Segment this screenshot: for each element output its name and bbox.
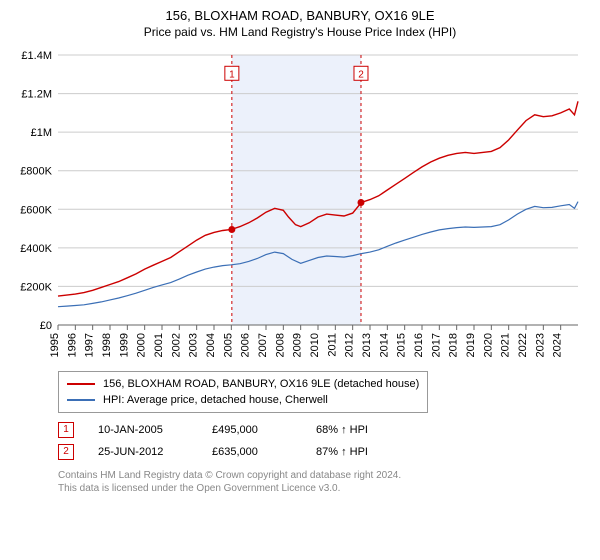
svg-text:2024: 2024 [552, 333, 564, 357]
svg-text:2011: 2011 [326, 333, 338, 357]
transaction-date: 25-JUN-2012 [98, 441, 188, 463]
transaction-pct: 87% ↑ HPI [316, 441, 368, 463]
svg-text:1996: 1996 [66, 333, 78, 357]
legend-label: 156, BLOXHAM ROAD, BANBURY, OX16 9LE (de… [103, 376, 419, 392]
svg-text:£800K: £800K [20, 166, 52, 178]
svg-text:2023: 2023 [534, 333, 546, 357]
attribution-line: This data is licensed under the Open Gov… [58, 482, 590, 495]
transaction-price: £635,000 [212, 441, 292, 463]
svg-text:2: 2 [358, 69, 364, 80]
transaction-row: 1 10-JAN-2005 £495,000 68% ↑ HPI [58, 419, 590, 441]
svg-text:2000: 2000 [136, 333, 148, 357]
svg-text:£1M: £1M [31, 127, 52, 139]
svg-text:2012: 2012 [344, 333, 356, 357]
svg-text:£1.2M: £1.2M [21, 89, 52, 101]
svg-text:£400K: £400K [20, 243, 52, 255]
page-title: 156, BLOXHAM ROAD, BANBURY, OX16 9LE [10, 8, 590, 23]
attribution-line: Contains HM Land Registry data © Crown c… [58, 469, 590, 482]
legend-row: 156, BLOXHAM ROAD, BANBURY, OX16 9LE (de… [67, 376, 419, 392]
legend-row: HPI: Average price, detached house, Cher… [67, 392, 419, 408]
svg-text:2009: 2009 [292, 333, 304, 357]
svg-text:2018: 2018 [448, 333, 460, 357]
svg-text:1999: 1999 [118, 333, 130, 357]
svg-text:2013: 2013 [361, 333, 373, 357]
svg-text:2016: 2016 [413, 333, 425, 357]
svg-text:£1.4M: £1.4M [21, 50, 52, 62]
svg-text:2001: 2001 [153, 333, 165, 357]
transaction-rows: 1 10-JAN-2005 £495,000 68% ↑ HPI 2 25-JU… [58, 419, 590, 463]
svg-text:1998: 1998 [101, 333, 113, 357]
transaction-date: 10-JAN-2005 [98, 419, 188, 441]
legend-box: 156, BLOXHAM ROAD, BANBURY, OX16 9LE (de… [58, 371, 428, 413]
transaction-price: £495,000 [212, 419, 292, 441]
transaction-pct: 68% ↑ HPI [316, 419, 368, 441]
svg-text:2003: 2003 [188, 333, 200, 357]
svg-text:2010: 2010 [309, 333, 321, 357]
svg-text:1: 1 [229, 69, 235, 80]
svg-text:2017: 2017 [430, 333, 442, 357]
svg-text:£200K: £200K [20, 281, 52, 293]
svg-text:£600K: £600K [20, 204, 52, 216]
legend-label: HPI: Average price, detached house, Cher… [103, 392, 328, 408]
svg-text:2008: 2008 [274, 333, 286, 357]
legend-swatch-series-2 [67, 399, 95, 401]
chart-svg: £0 £200K £400K £600K £800K £1M £1.2M £1.4M 1995 1… [10, 45, 590, 365]
svg-text:£0: £0 [40, 320, 52, 332]
transaction-row: 2 25-JUN-2012 £635,000 87% ↑ HPI [58, 441, 590, 463]
svg-text:2015: 2015 [396, 333, 408, 357]
svg-text:1997: 1997 [84, 333, 96, 357]
svg-text:2019: 2019 [465, 333, 477, 357]
svg-text:2021: 2021 [500, 333, 512, 357]
page-subtitle: Price paid vs. HM Land Registry's House … [10, 25, 590, 39]
svg-text:2005: 2005 [222, 333, 234, 357]
attribution-text: Contains HM Land Registry data © Crown c… [58, 469, 590, 495]
svg-text:2014: 2014 [378, 333, 390, 357]
legend-swatch-series-1 [67, 383, 95, 385]
chart-container: £0 £200K £400K £600K £800K £1M £1.2M £1.4M 1995 1… [10, 45, 590, 365]
svg-text:1995: 1995 [49, 333, 61, 357]
svg-text:2002: 2002 [170, 333, 182, 357]
svg-text:2020: 2020 [482, 333, 494, 357]
svg-text:2006: 2006 [240, 333, 252, 357]
transaction-marker-icon: 2 [58, 444, 74, 460]
svg-text:2007: 2007 [257, 333, 269, 357]
transaction-marker-icon: 1 [58, 422, 74, 438]
svg-text:2022: 2022 [517, 333, 529, 357]
svg-text:2004: 2004 [205, 333, 217, 357]
